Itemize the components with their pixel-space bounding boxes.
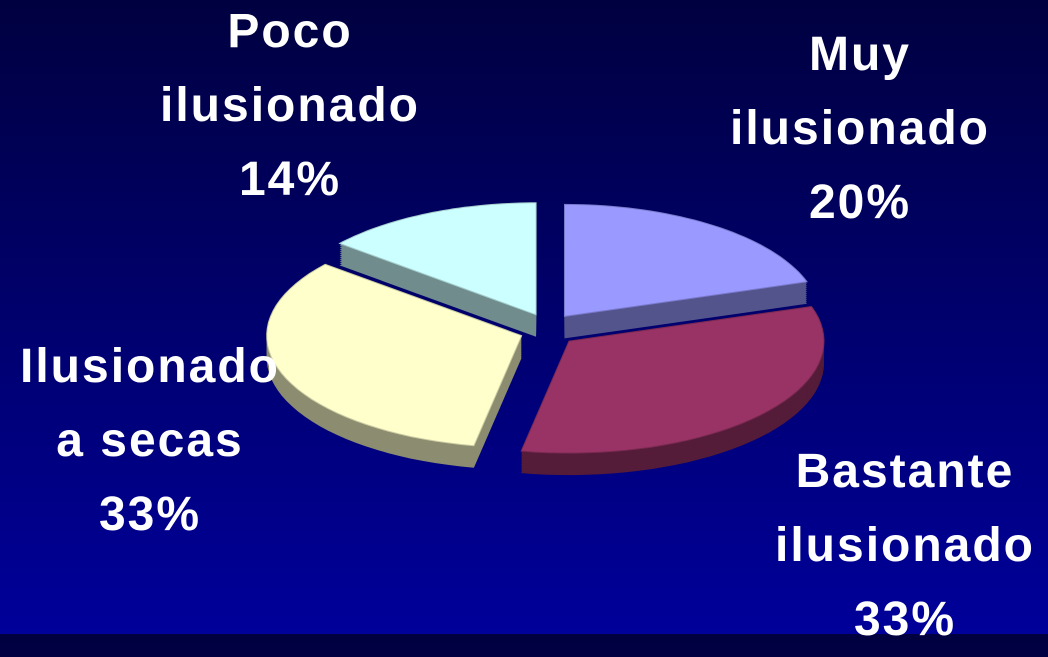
value-label: 14% [238,153,342,206]
slice-label: Poco ilusionado 14% [140,0,440,217]
slice [338,202,537,316]
slice [266,263,523,447]
slice [520,305,825,454]
value-label: 33% [853,593,957,646]
value-label: 20% [808,176,912,229]
chart [266,202,825,476]
category-label: Poco ilusionado [160,5,420,132]
slice-label: Muy ilusionado 20% [710,18,1010,240]
slice-label: Bastante ilusionado 33% [755,435,1048,657]
category-label: Bastante ilusionado [775,445,1035,572]
slice [563,203,808,317]
page: (() => { const data = JSON.parse(documen… [0,0,1048,634]
value-label: 33% [98,488,202,541]
category-label: Ilusionado a secas [20,340,280,467]
slice-label: Ilusionado a secas 33% [0,330,300,552]
category-label: Muy ilusionado [730,28,990,155]
